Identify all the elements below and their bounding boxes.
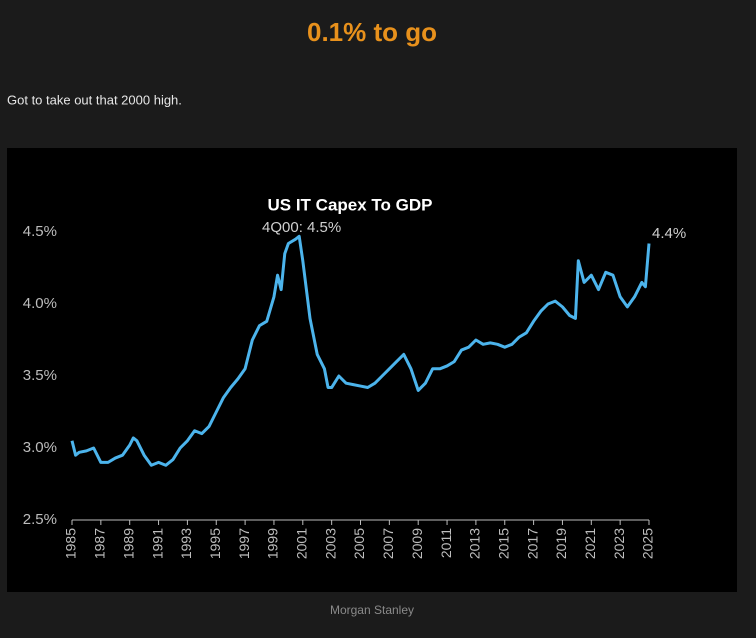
x-tick-label: 2003 [322,528,338,559]
y-tick-label: 2.5% [23,511,57,528]
page-title: 0.1% to go [307,17,437,47]
y-tick-label: 3.0% [23,439,57,456]
x-tick-label: 1999 [265,528,281,559]
x-tick-label: 2005 [351,528,367,559]
x-tick-label: 2007 [380,528,396,559]
data-line [70,234,651,467]
x-tick-label: 1989 [120,528,136,559]
x-tick-label: 2015 [495,528,511,559]
y-tick-label: 4.0% [23,295,57,312]
x-tick-label: 1997 [236,528,252,559]
x-tick-label: 1993 [178,528,194,559]
x-tick-label: 2013 [467,528,483,559]
x-tick-label: 1991 [149,528,165,559]
last-value-annotation: 4.4% [652,225,686,242]
x-tick-label: 2021 [582,528,598,559]
x-tick-label: 2025 [640,528,656,559]
x-tick-label: 1995 [207,528,223,559]
x-tick-label: 2017 [524,528,540,559]
page-subtitle: Got to take out that 2000 high. [7,92,182,107]
plot: 2.5% 3.0% 3.5% 4.0% 4.5% 1985 1987 1989 1991 1993… [23,223,656,559]
x-tick-label: 1987 [92,528,108,559]
chart-title: US IT Capex To GDP [268,195,433,214]
x-tick-label: 2009 [409,528,425,559]
peak-annotation: 4Q00: 4.5% [262,219,341,236]
x-tick-label: 2011 [438,528,454,558]
chart-panel [7,148,737,592]
x-tick-label: 2019 [553,528,569,559]
y-tick-label: 3.5% [23,367,57,384]
x-tick-label: 2023 [611,528,627,559]
x-tick-label: 1985 [63,528,79,559]
y-tick-label: 4.5% [23,223,57,240]
source: Morgan Stanley [330,603,414,617]
x-tick-label: 2001 [294,528,310,559]
